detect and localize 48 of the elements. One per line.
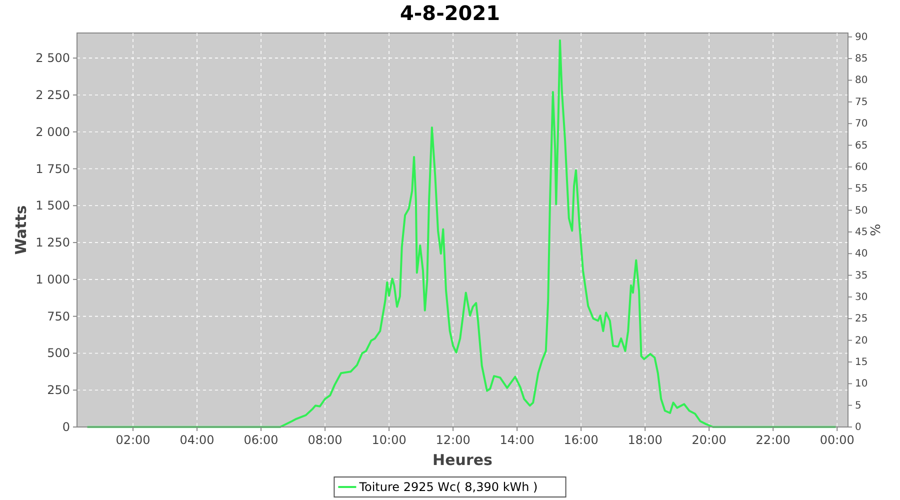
y2-tick-label: 45 [855,226,868,238]
y-tick-label: 1 500 [36,198,70,213]
x-tick-label: 00:00 [820,433,854,447]
x-axis-title: Heures [432,451,493,469]
x-tick-label: 22:00 [756,433,790,447]
y2-tick-label: 60 [855,162,868,173]
y2-tick-label: 20 [855,335,868,346]
y-tick-label: 1 750 [36,162,70,176]
y2-tick-label: 90 [855,32,868,43]
y2-axis-title: % [869,224,884,236]
y2-tick-label: 35 [855,270,868,282]
x-tick-label: 14:00 [500,433,534,447]
x-tick-label: 04:00 [180,433,214,447]
y-tick-label: 1 000 [36,272,70,286]
legend-label: Toiture 2925 Wc( 8,390 kWh ) [358,480,538,494]
y2-tick-label: 0 [855,422,862,433]
line-series [86,39,836,428]
y2-tick-label: 70 [855,118,868,130]
y2-tick-label: 55 [855,184,868,195]
x-tick-label: 18:00 [628,433,662,447]
y2-tick-label: 75 [855,96,868,108]
chart-title: 4-8-2021 [400,1,500,25]
x-tick-label: 10:00 [372,433,406,447]
x-tick-label: 08:00 [308,433,342,447]
y-tick-label: 750 [47,309,70,324]
y-tick-label: 500 [47,346,70,360]
x-tick-label: 12:00 [436,433,470,447]
y2-tick-label: 30 [855,292,868,303]
y-tick-label: 2 000 [36,124,70,139]
y2-tick-label: 5 [855,400,862,412]
y2-tick-label: 65 [855,140,868,152]
y-tick-label: 2 250 [36,88,70,102]
x-tick-label: 20:00 [692,433,726,447]
y2-tick-label: 10 [855,378,868,390]
y-tick-label: 250 [47,383,70,398]
y-tick-label: 0 [62,420,70,434]
y2-tick-label: 50 [855,205,868,216]
y2-tick-label: 15 [855,356,868,368]
x-tick-label: 02:00 [116,433,150,447]
y-axis-title: Watts [12,205,30,255]
y2-tick-label: 40 [855,248,868,260]
y2-tick-label: 25 [855,314,868,325]
y-tick-label: 1 250 [36,236,70,250]
y2-tick-label: 80 [855,75,868,86]
x-tick-label: 06:00 [244,433,278,447]
x-tick-label: 16:00 [564,433,598,447]
y2-tick-label: 85 [855,54,868,65]
y-tick-label: 2 500 [36,51,70,66]
